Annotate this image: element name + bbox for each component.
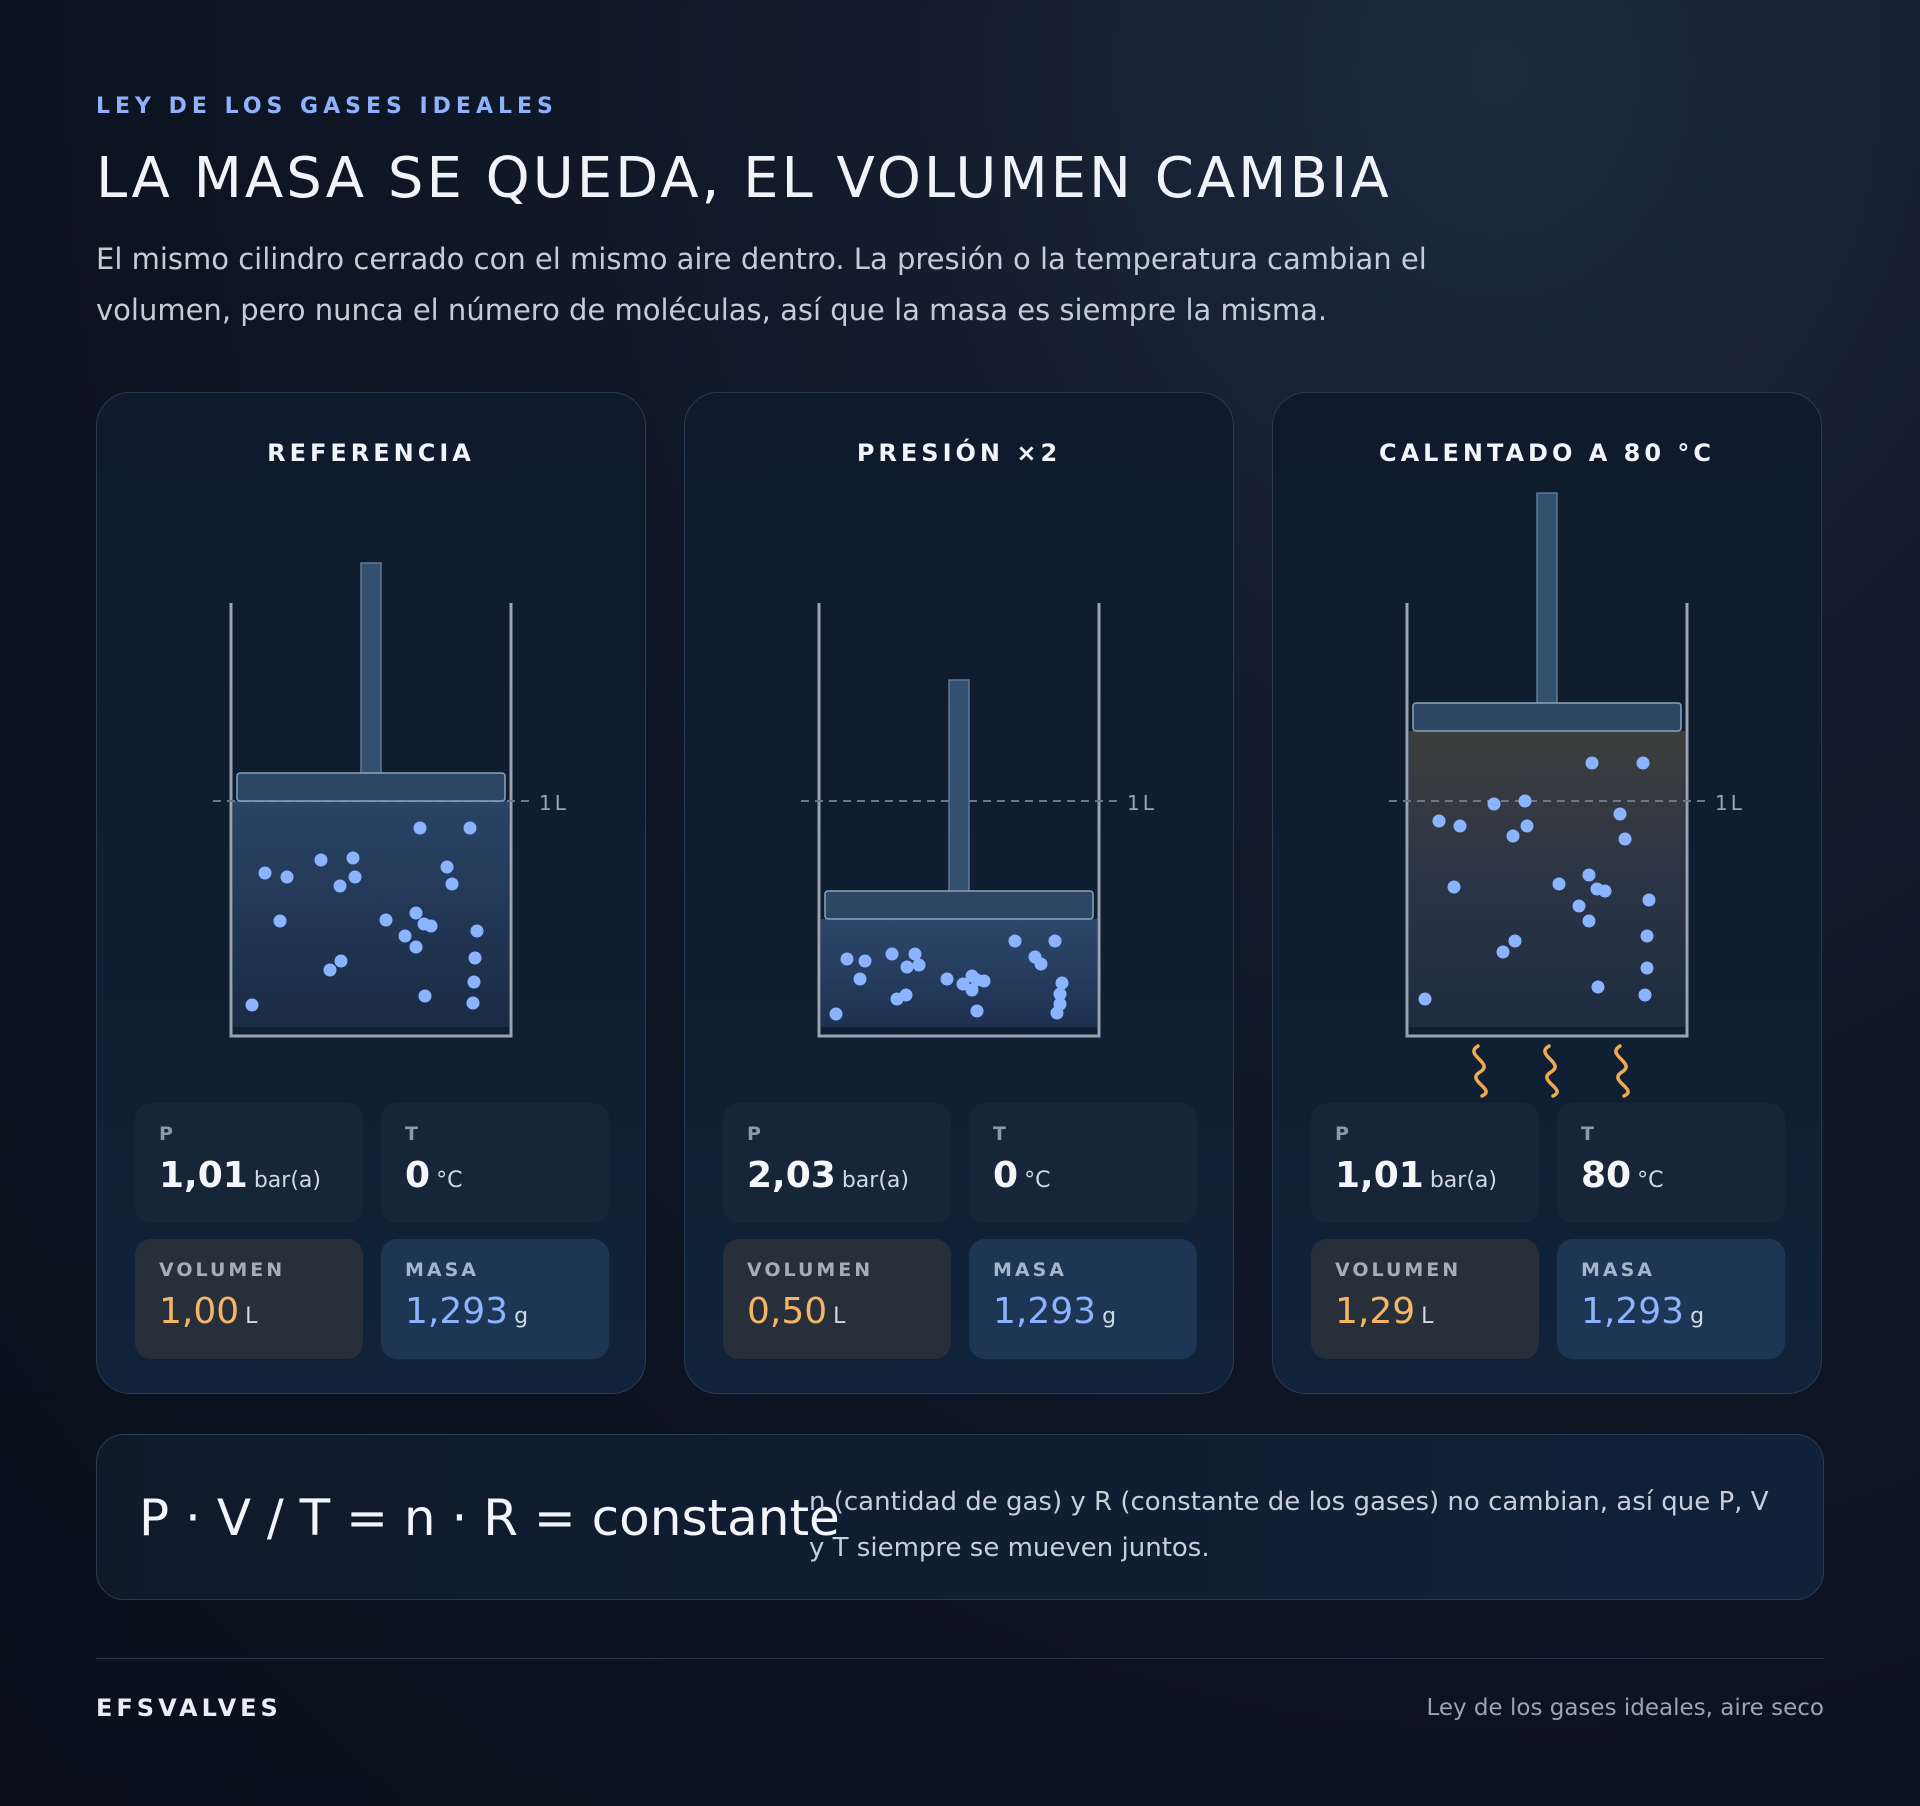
reference-line-label: 1L (1127, 791, 1157, 815)
temperature-value: 0 (993, 1155, 1019, 1196)
temperature-value: 0 (405, 1155, 431, 1196)
molecules (829, 934, 1069, 1021)
eyebrow: LEY DE LOS GASES IDEALES (96, 94, 558, 119)
footer-divider (96, 1658, 1824, 1659)
scenario-card-presion: PRESIÓN ×2 1L (684, 392, 1234, 1394)
mass-value: 1,293 (993, 1291, 1097, 1332)
reference-line-label: 1L (539, 791, 569, 815)
mass-value: 1,293 (1581, 1291, 1685, 1332)
gas-region (233, 801, 509, 1027)
stat-label: P (747, 1123, 764, 1145)
pressure-stat: P 2,03 bar(a) (723, 1103, 951, 1223)
pressure-unit: bar(a) (841, 1168, 909, 1193)
volume-stat: VOLUMEN 1,29 L (1311, 1239, 1539, 1359)
formula-equation: P · V / T = n · R = constante (139, 1489, 840, 1547)
volume-stat: VOLUMEN 1,00 L (135, 1239, 363, 1359)
gas-region (1409, 731, 1685, 1027)
pressure-stat: P 1,01 bar(a) (135, 1103, 363, 1223)
piston-head (824, 890, 1094, 920)
stat-label: MASA (993, 1259, 1068, 1281)
mass-unit: g (514, 1304, 529, 1329)
stat-label: VOLUMEN (159, 1259, 286, 1281)
stat-label: VOLUMEN (747, 1259, 874, 1281)
heat-wave-icon (1472, 1044, 1630, 1098)
temperature-unit: °C (436, 1168, 463, 1193)
stat-label: P (159, 1123, 176, 1145)
stat-label: MASA (405, 1259, 480, 1281)
volume-stat: VOLUMEN 0,50 L (723, 1239, 951, 1359)
piston-rod (1536, 492, 1558, 708)
formula-box: P · V / T = n · R = constante n (cantida… (96, 1434, 1824, 1600)
pressure-stat: P 1,01 bar(a) (1311, 1103, 1539, 1223)
cylinder-wall (817, 603, 1101, 1038)
mass-unit: g (1690, 1304, 1705, 1329)
brand-name: EFSVALVES (96, 1694, 282, 1722)
temperature-value: 80 (1581, 1155, 1632, 1196)
piston-rod (360, 562, 382, 778)
temperature-unit: °C (1637, 1168, 1664, 1193)
reference-line-label: 1L (1715, 791, 1745, 815)
pressure-value: 1,01 (1335, 1155, 1424, 1196)
page-title: LA MASA SE QUEDA, EL VOLUMEN CAMBIA (96, 146, 1392, 211)
stat-label: T (1581, 1123, 1597, 1145)
temperature-stat: T 0 °C (969, 1103, 1197, 1223)
temperature-unit: °C (1024, 1168, 1051, 1193)
volume-value: 0,50 (747, 1291, 828, 1332)
formula-note: n (cantidad de gas) y R (constante de lo… (809, 1487, 1769, 1563)
temperature-stat: T 80 °C (1557, 1103, 1785, 1223)
mass-stat: MASA 1,293 g (969, 1239, 1197, 1359)
stat-label: MASA (1581, 1259, 1656, 1281)
card-title: REFERENCIA (267, 439, 475, 467)
pressure-value: 2,03 (747, 1155, 836, 1196)
scenario-card-calentado: CALENTADO A 80 °C 1L (1272, 392, 1822, 1394)
volume-value: 1,00 (159, 1291, 240, 1332)
pressure-value: 1,01 (159, 1155, 248, 1196)
volume-unit: L (833, 1304, 846, 1329)
molecules (245, 821, 484, 1012)
cylinder-diagram: 1L (213, 562, 569, 1038)
mass-stat: MASA 1,293 g (381, 1239, 609, 1359)
mass-stat: MASA 1,293 g (1557, 1239, 1785, 1359)
volume-value: 1,29 (1335, 1291, 1416, 1332)
stat-label: T (405, 1123, 421, 1145)
footer-note: Ley de los gases ideales, aire seco (1426, 1695, 1824, 1721)
stat-label: T (993, 1123, 1009, 1145)
card-title: CALENTADO A 80 °C (1378, 439, 1716, 467)
volume-unit: L (245, 1304, 258, 1329)
pressure-unit: bar(a) (253, 1168, 321, 1193)
mass-unit: g (1102, 1304, 1117, 1329)
piston-head (236, 772, 506, 802)
cylinder-wall (229, 603, 513, 1038)
stat-label: P (1335, 1123, 1352, 1145)
cylinder-diagram: 1L (801, 603, 1157, 1038)
pressure-unit: bar(a) (1429, 1168, 1497, 1193)
cylinder-diagram: 1L (1389, 492, 1745, 1098)
mass-value: 1,293 (405, 1291, 509, 1332)
page-subtitle: El mismo cilindro cerrado con el mismo a… (96, 242, 1427, 327)
scenario-card-referencia: REFERENCIA 1L (96, 392, 646, 1394)
temperature-stat: T 0 °C (381, 1103, 609, 1223)
molecules (1418, 756, 1656, 1006)
cylinder-wall (1405, 603, 1689, 1038)
card-title: PRESIÓN ×2 (856, 439, 1062, 467)
piston-rod (948, 679, 970, 896)
piston-head (1412, 702, 1682, 732)
volume-unit: L (1421, 1304, 1434, 1329)
stat-label: VOLUMEN (1335, 1259, 1462, 1281)
